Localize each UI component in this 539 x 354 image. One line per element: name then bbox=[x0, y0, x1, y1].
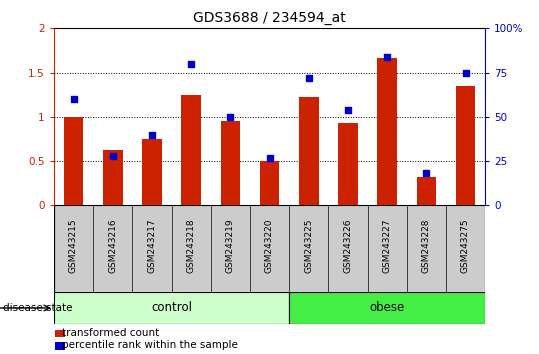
Bar bbox=[103, 150, 122, 205]
Text: GSM243225: GSM243225 bbox=[304, 218, 313, 273]
Text: GSM243220: GSM243220 bbox=[265, 218, 274, 273]
Bar bbox=[299, 97, 319, 205]
Text: control: control bbox=[151, 302, 192, 314]
Point bbox=[422, 171, 431, 176]
Bar bbox=[220, 121, 240, 205]
Bar bbox=[181, 95, 201, 205]
Bar bbox=[455, 86, 475, 205]
Point bbox=[69, 96, 78, 102]
Title: GDS3688 / 234594_at: GDS3688 / 234594_at bbox=[193, 11, 346, 24]
Point bbox=[148, 132, 156, 137]
Text: percentile rank within the sample: percentile rank within the sample bbox=[62, 340, 238, 350]
Bar bbox=[142, 139, 162, 205]
Bar bbox=[54, 205, 485, 294]
Text: GSM243217: GSM243217 bbox=[147, 218, 156, 273]
Point bbox=[108, 153, 117, 159]
Text: GSM243215: GSM243215 bbox=[69, 218, 78, 273]
Bar bbox=[54, 292, 289, 324]
Bar bbox=[260, 161, 279, 205]
Point bbox=[187, 61, 196, 67]
Text: GSM243219: GSM243219 bbox=[226, 218, 235, 273]
Point bbox=[305, 75, 313, 81]
Text: GSM243275: GSM243275 bbox=[461, 218, 470, 273]
Text: GSM243218: GSM243218 bbox=[186, 218, 196, 273]
Text: GSM243216: GSM243216 bbox=[108, 218, 117, 273]
Point bbox=[265, 155, 274, 160]
Text: obese: obese bbox=[369, 302, 405, 314]
Point bbox=[226, 114, 234, 120]
Text: GSM243226: GSM243226 bbox=[343, 218, 353, 273]
Text: GSM243228: GSM243228 bbox=[422, 218, 431, 273]
Bar bbox=[338, 123, 358, 205]
Text: transformed count: transformed count bbox=[62, 328, 159, 338]
Bar bbox=[417, 177, 436, 205]
Bar bbox=[377, 58, 397, 205]
Text: GSM243227: GSM243227 bbox=[383, 218, 392, 273]
Bar bbox=[64, 117, 84, 205]
Point bbox=[461, 70, 470, 75]
Text: disease state: disease state bbox=[3, 303, 72, 313]
Bar bbox=[289, 292, 485, 324]
Point bbox=[343, 107, 352, 113]
Point bbox=[383, 54, 391, 59]
